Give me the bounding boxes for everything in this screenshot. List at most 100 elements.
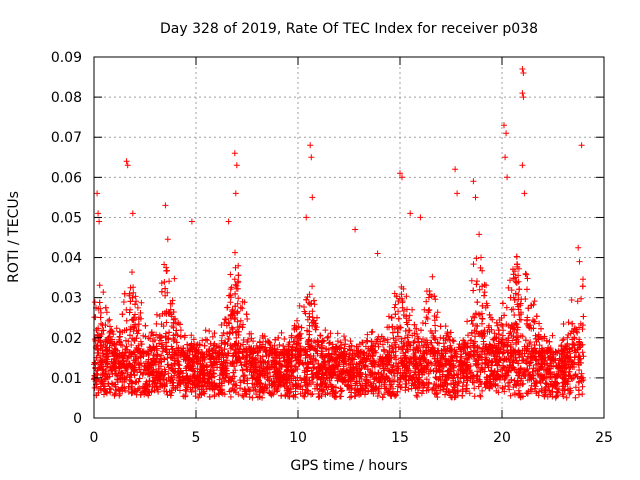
data-point (173, 327, 180, 334)
data-point (377, 338, 384, 345)
data-point (210, 361, 217, 368)
data-point (98, 343, 105, 349)
data-point (569, 376, 576, 382)
data-point (520, 380, 527, 387)
data-point (488, 326, 495, 333)
data-point (443, 388, 450, 395)
data-point (233, 334, 240, 341)
data-point (580, 276, 586, 283)
data-point (299, 386, 306, 393)
data-point (529, 368, 536, 375)
data-point (226, 320, 233, 327)
data-point (231, 276, 238, 283)
data-point (508, 376, 515, 383)
data-point (578, 295, 585, 302)
data-point (579, 391, 586, 398)
data-point (557, 371, 564, 378)
data-point (355, 348, 362, 355)
data-point (125, 361, 132, 368)
data-point (400, 285, 407, 292)
data-point (425, 294, 432, 301)
data-point (481, 348, 488, 355)
data-point (126, 309, 133, 316)
data-point (91, 336, 98, 343)
data-point (232, 281, 239, 288)
data-point (431, 355, 438, 362)
data-point (511, 297, 518, 303)
data-point (431, 293, 438, 300)
data-point (169, 382, 176, 389)
data-point (538, 360, 544, 367)
data-point (530, 325, 537, 332)
data-point (162, 285, 169, 292)
data-point (462, 341, 469, 348)
data-point (479, 360, 486, 367)
data-point (183, 388, 190, 395)
data-point (220, 329, 227, 336)
data-point (505, 284, 512, 291)
data-point (569, 320, 576, 327)
data-point (533, 313, 540, 320)
data-point (275, 334, 282, 341)
data-point (368, 329, 375, 336)
data-point (515, 306, 522, 313)
data-point (403, 346, 410, 353)
data-point (564, 334, 571, 341)
data-point (322, 327, 329, 334)
data-point (103, 363, 110, 370)
data-point (114, 372, 121, 379)
data-point (286, 373, 293, 380)
data-point (149, 359, 156, 366)
data-point (161, 279, 168, 285)
data-point (177, 381, 184, 388)
data-point (522, 296, 529, 302)
data-point (221, 346, 228, 353)
data-point (266, 390, 273, 397)
data-point (505, 368, 512, 375)
data-point (425, 379, 432, 386)
data-point (465, 352, 472, 359)
data-point (116, 336, 123, 343)
data-point (229, 306, 236, 313)
data-point (514, 324, 521, 331)
data-point (176, 362, 183, 369)
data-point (240, 341, 246, 348)
data-point (150, 332, 157, 339)
data-point (145, 351, 152, 358)
data-point (514, 261, 521, 268)
data-point (483, 300, 490, 307)
data-point (170, 380, 177, 386)
data-point (393, 293, 400, 300)
data-point (410, 374, 417, 381)
data-point (511, 390, 518, 397)
data-point (99, 371, 106, 378)
data-point (170, 332, 177, 339)
data-point (573, 326, 580, 333)
data-point (115, 363, 122, 370)
data-point (499, 300, 506, 307)
data-point (521, 350, 528, 357)
data-point (530, 365, 537, 372)
data-point (227, 271, 234, 278)
data-point (484, 361, 491, 368)
data-point (346, 394, 353, 401)
data-point (320, 359, 327, 366)
data-point (271, 342, 278, 349)
data-point (215, 356, 222, 363)
data-point (427, 328, 434, 334)
data-point (302, 355, 309, 361)
data-point (464, 318, 471, 325)
data-point (369, 357, 376, 364)
data-point (110, 364, 117, 371)
data-point (541, 333, 548, 340)
data-point (356, 360, 363, 367)
data-point (276, 355, 283, 362)
data-point (553, 393, 560, 400)
data-point (435, 359, 442, 366)
data-point (135, 327, 142, 334)
data-point (192, 388, 199, 394)
data-point (127, 349, 134, 356)
data-point (521, 368, 528, 375)
data-point (392, 301, 399, 308)
data-point (144, 386, 151, 393)
